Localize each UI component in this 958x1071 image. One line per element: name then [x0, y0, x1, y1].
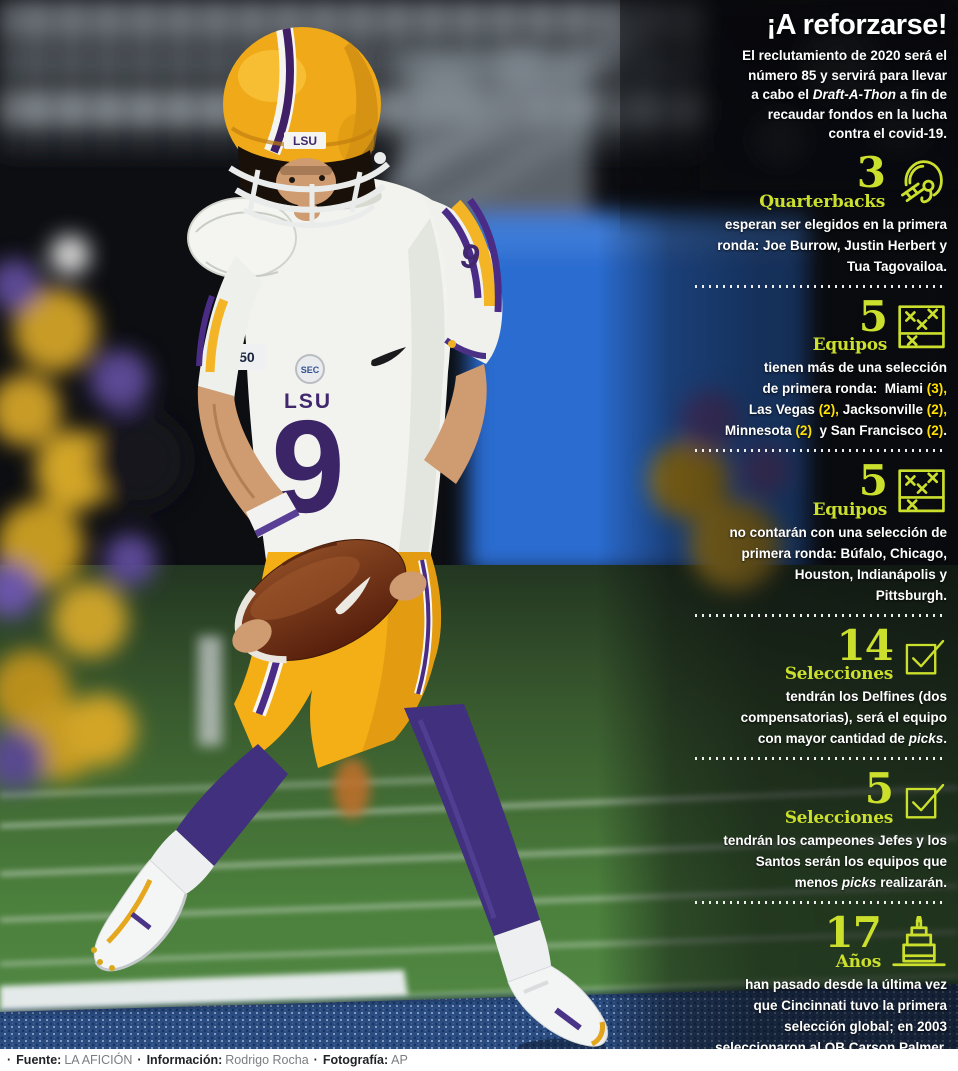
player-right-hand	[389, 571, 427, 601]
stat-section-teams-no-pick: 5 Equipos no contarán con una selección …	[645, 456, 947, 617]
dotted-separator	[695, 757, 947, 761]
stat-label: Equipos	[812, 499, 888, 520]
stat-number: 5	[864, 764, 894, 814]
credits-bar: · Fuente: LA AFICIÓN · Información: Rodr…	[0, 1049, 958, 1071]
credit-photo-label: Fotografía:	[322, 1053, 389, 1067]
stat-label: Selecciones	[784, 664, 894, 685]
stat-header: 17 Años	[645, 907, 947, 972]
stat-header: 5 Equipos	[645, 291, 947, 356]
jersey-sleeve: 9	[424, 197, 503, 364]
stat-body: no contarán con una selección de primera …	[729, 524, 947, 603]
infographic-title: ¡A reforzarse!	[766, 9, 948, 41]
stats-column: ¡A reforzarse! El reclutamiento de 2020 …	[645, 10, 948, 1058]
stat-header: 14 Selecciones	[645, 620, 947, 685]
top-shade-overlay	[620, 0, 958, 240]
play-diagram-icon	[897, 468, 947, 514]
stat-number: 17	[824, 907, 882, 957]
stat-body: esperan ser elegidos en la primera ronda:…	[717, 216, 947, 274]
stat-number: 3	[856, 147, 886, 197]
stat-label: Años	[835, 951, 882, 972]
credit-info-label: Información:	[146, 1053, 223, 1067]
jersey-wordmark: LSU	[284, 390, 332, 413]
stat-section-years: 17 Años han pasado desde la última ve	[645, 907, 947, 1058]
intro-text: El reclutamiento de 2020 será el número 8…	[742, 48, 947, 142]
stat-section-quarterbacks: 3 Quarterbacks esperan ser elegidos en l…	[645, 147, 947, 288]
credit-source-label: Fuente:	[16, 1053, 62, 1067]
football-helmet-icon	[895, 157, 947, 209]
goal-line	[0, 970, 408, 1013]
wrist-tape	[246, 492, 300, 538]
checkbox-check-icon	[903, 778, 947, 822]
dotted-separator	[695, 900, 947, 904]
stat-label: Selecciones	[784, 807, 894, 828]
masthead: ¡A reforzarse! El reclutamiento de 2020 …	[645, 10, 947, 144]
credit-bullet: ·	[137, 1053, 142, 1067]
player-helmet: LSU	[223, 27, 390, 228]
sideline-marker	[334, 758, 370, 818]
birthday-cake-icon	[891, 916, 947, 970]
sec-patch: SEC	[301, 365, 320, 375]
stat-section-most-picks: 14 Selecciones tendrán los Delfines (dos…	[645, 620, 947, 761]
stat-body: tendrán los Delfines (dos compensatorias)…	[740, 689, 947, 747]
player-joe-burrow: 9 150 SEC LSU 9	[91, 27, 608, 1057]
stat-body: tienen más de una selección de primera ro…	[724, 360, 947, 439]
stat-label: Quarterbacks	[759, 191, 885, 212]
stat-number: 5	[858, 291, 888, 341]
player-right-arm	[424, 364, 487, 484]
checkbox-check-icon	[903, 634, 947, 678]
stat-body: tendrán los campeones Jefes y los Santos …	[723, 832, 947, 890]
play-diagram-icon	[897, 304, 947, 350]
credit-source-value: LA AFICIÓN	[64, 1053, 133, 1067]
player-right-leg	[404, 704, 608, 1057]
sideline-post	[198, 636, 222, 746]
credit-bullet: ·	[7, 1053, 12, 1067]
stat-label: Equipos	[812, 335, 888, 356]
player-left-arm	[196, 256, 300, 538]
stat-header: 3 Quarterbacks	[645, 147, 947, 212]
stat-number: 5	[858, 456, 888, 506]
nike-swoosh	[371, 347, 406, 367]
helmet-decal: LSU	[293, 134, 317, 148]
stat-body: han pasado desde la última vez que Cincin…	[715, 976, 947, 1055]
player-face	[276, 158, 336, 206]
stat-section-teams-multi-pick: 5 Equipos tienen más de una selección de …	[645, 291, 947, 453]
stat-header: 5 Equipos	[645, 456, 947, 520]
player-left-hand	[232, 619, 272, 653]
credit-photo-value: AP	[391, 1053, 408, 1067]
stat-header: 5 Selecciones	[645, 764, 947, 828]
stat-number: 14	[836, 620, 894, 670]
credit-bullet: ·	[313, 1053, 318, 1067]
dotted-separator	[695, 284, 947, 288]
credit-info-value: Rodrigo Rocha	[225, 1053, 309, 1067]
player-left-leg	[91, 744, 288, 972]
dotted-separator	[695, 613, 947, 617]
stat-section-fewest-picks: 5 Selecciones tendrán los campeones Jefe…	[645, 764, 947, 904]
dotted-separator	[695, 449, 947, 453]
facemask	[228, 161, 390, 228]
